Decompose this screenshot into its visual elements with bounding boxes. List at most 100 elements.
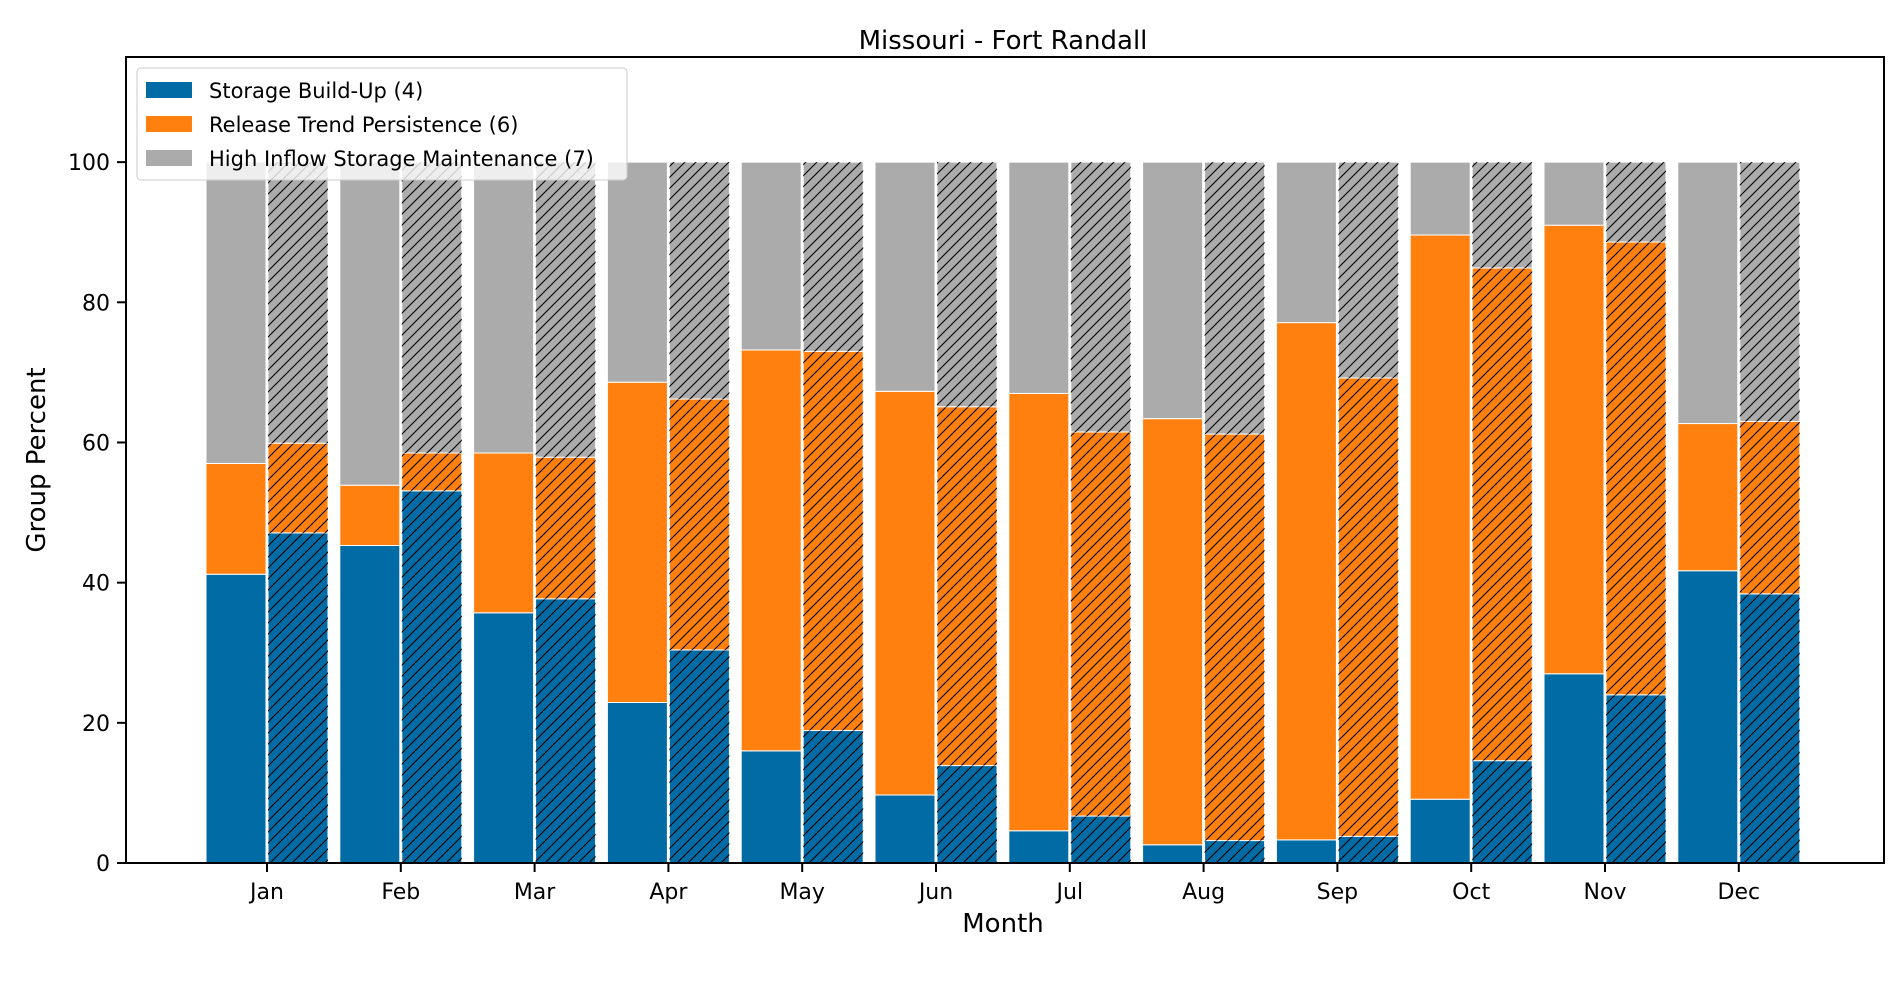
x-tick-label-jun: Jun bbox=[917, 880, 953, 905]
bar-hatch-jul-series-3 bbox=[1070, 162, 1131, 432]
bar-mar-plain-series-3 bbox=[473, 161, 535, 454]
bar-hatch-sep-series-3 bbox=[1338, 162, 1399, 378]
bar-hatch-dec-series-3 bbox=[1739, 162, 1800, 422]
bar-hatch-may-series-2 bbox=[803, 351, 864, 731]
bar-oct-plain-series-2 bbox=[1409, 234, 1471, 800]
bar-hatch-nov-series-1 bbox=[1606, 694, 1666, 863]
x-tick-label-oct: Oct bbox=[1452, 880, 1490, 905]
legend-swatch-series-3 bbox=[146, 150, 192, 166]
x-tick-label-nov: Nov bbox=[1584, 880, 1627, 905]
x-tick-label-may: May bbox=[779, 880, 824, 905]
bar-may-plain-series-1 bbox=[740, 750, 802, 864]
bar-jun-plain-series-1 bbox=[874, 794, 936, 864]
bar-hatch-dec-series-2 bbox=[1739, 421, 1800, 594]
bars-group bbox=[205, 161, 1801, 864]
bar-mar-plain-series-1 bbox=[473, 612, 535, 864]
bar-feb-plain-series-1 bbox=[339, 545, 401, 864]
bar-hatch-jan-series-2 bbox=[268, 443, 328, 533]
bar-jul-plain-series-3 bbox=[1008, 161, 1070, 394]
bar-hatch-nov-series-3 bbox=[1606, 162, 1666, 243]
bar-hatch-jul-series-1 bbox=[1070, 816, 1131, 863]
y-tick-label-100: 100 bbox=[68, 151, 110, 176]
bar-hatch-sep-series-1 bbox=[1338, 836, 1399, 863]
bar-hatch-feb-series-3 bbox=[401, 162, 462, 453]
plot-frame bbox=[125, 56, 1885, 864]
bar-hatch-apr-series-3 bbox=[669, 162, 730, 400]
bar-nov-plain-series-2 bbox=[1543, 224, 1605, 675]
bar-oct-plain-series-3 bbox=[1409, 161, 1471, 236]
bar-hatch-sep-series-2 bbox=[1338, 378, 1399, 837]
bar-sep-plain-series-1 bbox=[1275, 839, 1337, 864]
legend-swatch-series-1 bbox=[146, 82, 192, 98]
bar-oct-plain-series-1 bbox=[1409, 798, 1471, 864]
chart-title: Missouri - Fort Randall bbox=[859, 26, 1148, 56]
bar-aug-plain-series-2 bbox=[1142, 418, 1204, 846]
legend: Storage Build-Up (4) Release Trend Persis… bbox=[136, 67, 628, 181]
bar-apr-plain-series-1 bbox=[606, 702, 668, 864]
bar-nov-plain-series-1 bbox=[1543, 673, 1605, 864]
bar-jan-plain-series-2 bbox=[205, 463, 267, 575]
y-tick-label-0: 0 bbox=[96, 852, 110, 877]
x-tick-label-jan: Jan bbox=[248, 880, 284, 905]
bar-hatch-may-series-1 bbox=[803, 730, 864, 863]
bar-jul-plain-series-1 bbox=[1008, 830, 1070, 864]
bar-hatch-aug-series-1 bbox=[1204, 840, 1265, 863]
bar-aug-plain-series-3 bbox=[1142, 161, 1204, 420]
bar-nov-plain-series-3 bbox=[1543, 161, 1605, 226]
bar-jan-plain-series-3 bbox=[205, 161, 267, 464]
x-tick-label-aug: Aug bbox=[1182, 880, 1225, 905]
x-tick-label-sep: Sep bbox=[1317, 880, 1358, 905]
bar-hatch-feb-series-2 bbox=[401, 452, 462, 491]
x-tick-label-mar: Mar bbox=[514, 880, 556, 905]
x-axis-title: Month bbox=[962, 909, 1044, 939]
bar-hatch-aug-series-3 bbox=[1204, 162, 1265, 435]
bar-hatch-feb-series-1 bbox=[401, 490, 462, 863]
x-axis: Jan Feb Mar Apr May Jun Jul Aug Sep Oct Nov Dec bbox=[248, 863, 1760, 905]
bar-hatch-dec-series-1 bbox=[1739, 593, 1800, 863]
bar-hatch-jun-series-3 bbox=[937, 162, 997, 407]
bar-dec-plain-series-3 bbox=[1677, 161, 1739, 425]
bar-apr-plain-series-2 bbox=[606, 381, 668, 703]
legend-box bbox=[136, 67, 628, 181]
bar-hatch-apr-series-2 bbox=[669, 399, 730, 650]
bar-hatch-jul-series-2 bbox=[1070, 431, 1131, 817]
bar-hatch-jun-series-1 bbox=[937, 765, 997, 863]
bar-sep-plain-series-2 bbox=[1275, 322, 1337, 841]
bar-hatch-apr-series-1 bbox=[669, 649, 730, 863]
bar-hatch-oct-series-3 bbox=[1472, 162, 1533, 268]
bar-hatch-jun-series-2 bbox=[937, 406, 997, 766]
bar-hatch-jan-series-3 bbox=[268, 162, 328, 444]
y-tick-label-40: 40 bbox=[82, 572, 110, 597]
bar-hatch-jan-series-1 bbox=[268, 532, 328, 863]
bar-jul-plain-series-2 bbox=[1008, 392, 1070, 832]
bar-apr-plain-series-3 bbox=[606, 161, 668, 383]
bar-mar-plain-series-2 bbox=[473, 452, 535, 614]
bar-jun-plain-series-3 bbox=[874, 161, 936, 392]
bar-jan-plain-series-1 bbox=[205, 573, 267, 864]
legend-label-series-2: Release Trend Persistence (6) bbox=[209, 113, 518, 137]
bar-hatch-aug-series-2 bbox=[1204, 434, 1265, 841]
bar-feb-plain-series-2 bbox=[339, 484, 401, 547]
bar-feb-plain-series-3 bbox=[339, 161, 401, 486]
bar-hatch-oct-series-1 bbox=[1472, 760, 1533, 863]
bar-hatch-may-series-3 bbox=[803, 162, 864, 352]
x-tick-label-apr: Apr bbox=[649, 880, 688, 905]
x-tick-label-dec: Dec bbox=[1718, 880, 1761, 905]
bar-may-plain-series-2 bbox=[740, 349, 802, 752]
legend-swatch-series-2 bbox=[146, 116, 192, 132]
y-tick-label-20: 20 bbox=[82, 712, 110, 737]
bar-hatch-mar-series-1 bbox=[535, 598, 596, 863]
bar-hatch-mar-series-3 bbox=[535, 162, 596, 458]
legend-label-series-3: High Inflow Storage Maintenance (7) bbox=[209, 147, 594, 171]
bar-jun-plain-series-2 bbox=[874, 390, 936, 796]
bar-hatch-mar-series-2 bbox=[535, 457, 596, 599]
y-axis-title: Group Percent bbox=[22, 367, 52, 552]
y-axis: 0 20 40 60 80 100 bbox=[68, 151, 126, 877]
bar-dec-plain-series-1 bbox=[1677, 570, 1739, 864]
x-tick-label-jul: Jul bbox=[1055, 880, 1084, 905]
bar-sep-plain-series-3 bbox=[1275, 161, 1337, 324]
y-tick-label-60: 60 bbox=[82, 431, 110, 456]
bar-aug-plain-series-1 bbox=[1142, 844, 1204, 864]
bar-hatch-nov-series-2 bbox=[1606, 242, 1666, 695]
